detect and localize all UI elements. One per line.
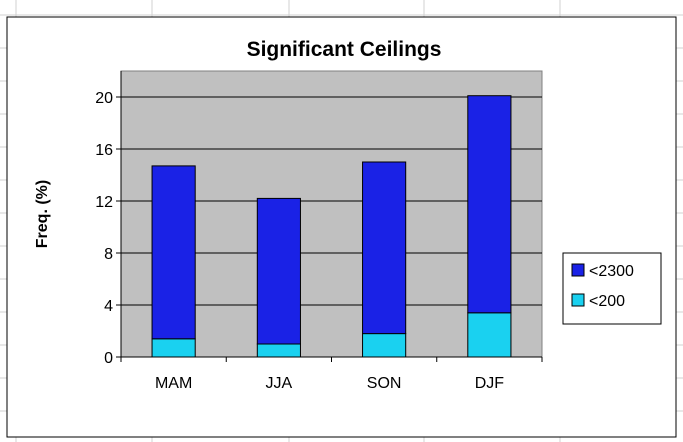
legend-swatch <box>571 263 585 277</box>
legend-label: <200 <box>589 293 625 310</box>
bar-segment <box>256 343 301 358</box>
y-tick-label: 8 <box>104 246 113 263</box>
chart-title: Significant Ceilings <box>247 38 442 61</box>
y-tick-label: 12 <box>95 194 113 211</box>
y-tick-label: 0 <box>104 350 113 367</box>
bar-segment <box>151 338 196 358</box>
x-tick-label: MAM <box>155 375 192 392</box>
bar-segment <box>151 165 196 340</box>
bar-segment <box>362 333 407 358</box>
bar-segment <box>467 95 512 314</box>
legend-swatch <box>571 293 585 307</box>
bars <box>151 95 512 358</box>
x-tick-label: SON <box>367 375 402 392</box>
bar-segment <box>467 312 512 358</box>
x-tick-label: DJF <box>475 375 505 392</box>
legend: <2300 <200 <box>562 252 662 325</box>
legend-label: <2300 <box>589 263 634 280</box>
y-tick-label: 4 <box>104 298 113 315</box>
y-axis-label: Freq. (%) <box>34 180 51 248</box>
bar-segment <box>256 197 301 345</box>
x-axis-labels: MAM JJA SON DJF <box>120 357 543 392</box>
x-tick-label: JJA <box>266 375 293 392</box>
bar-segment <box>362 161 407 335</box>
y-tick-label: 16 <box>95 142 113 159</box>
y-tick-label: 20 <box>95 90 113 107</box>
